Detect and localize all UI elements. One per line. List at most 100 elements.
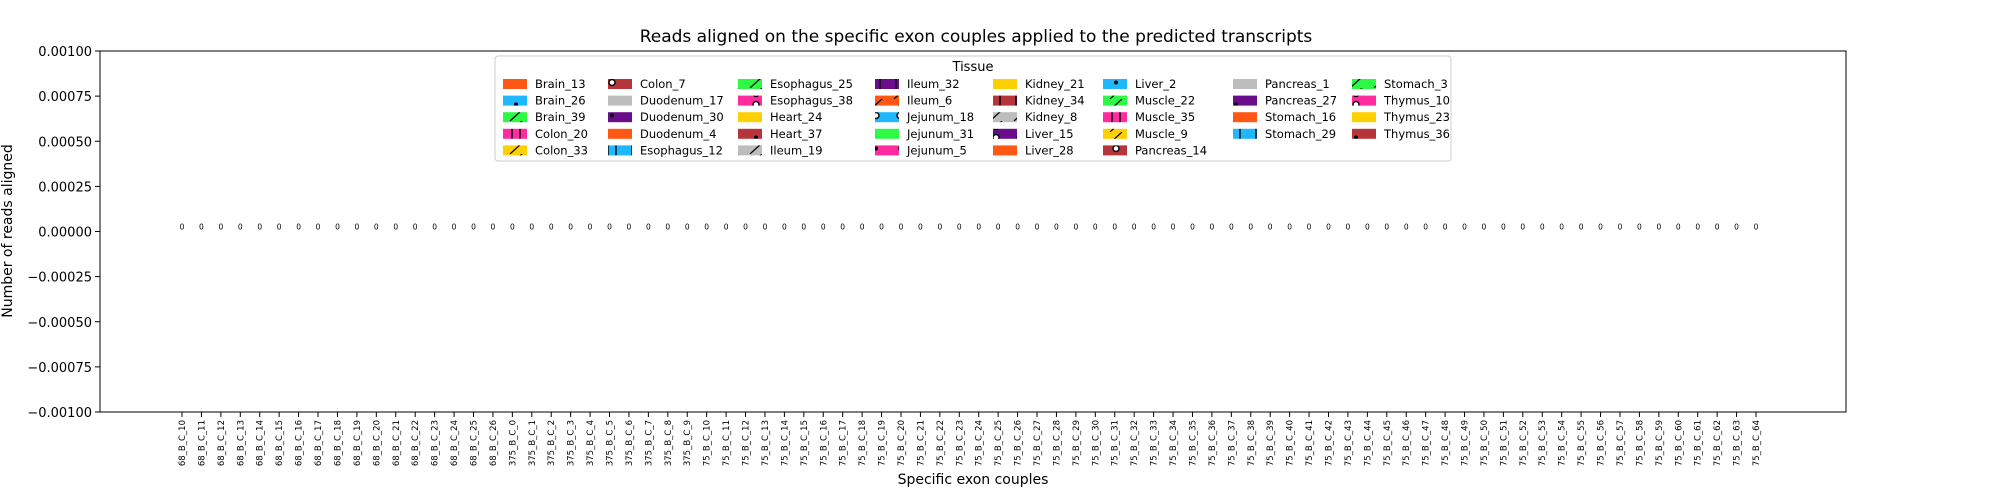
- x-tick-label: 75_B_C_31: [1111, 420, 1121, 466]
- bar-value-label: 0: [1656, 223, 1661, 232]
- legend-entry-label: Esophagus_12: [640, 143, 723, 157]
- bar-value-label: 0: [1559, 223, 1564, 232]
- legend-entry-label: Muscle_9: [1135, 127, 1188, 141]
- y-tick-label: −0.00100: [27, 406, 92, 421]
- x-tick-label: 75_B_C_11: [722, 420, 732, 466]
- bar-value-label: 0: [1287, 223, 1292, 232]
- legend-swatch: [875, 112, 899, 123]
- legend-title: Tissue: [952, 60, 994, 75]
- bar-value-label: 0: [529, 223, 534, 232]
- bar-value-label: 0: [1112, 223, 1117, 232]
- bar-value-label: 0: [1695, 223, 1700, 232]
- legend-entry-label: Kidney_21: [1025, 77, 1085, 91]
- legend-swatch: [1233, 79, 1257, 89]
- bar-value-label: 0: [1268, 223, 1273, 232]
- bar-value-label: 0: [1073, 223, 1078, 232]
- x-tick-label: 75_B_C_45: [1383, 420, 1393, 466]
- x-tick-label: 75_B_C_61: [1694, 420, 1704, 466]
- legend-frame: [494, 55, 1452, 162]
- bar-value-label: 0: [510, 223, 515, 232]
- legend-entry-label: Ileum_19: [770, 143, 823, 157]
- bar-value-label: 0: [1384, 223, 1389, 232]
- legend-entry-label: Esophagus_38: [770, 94, 853, 108]
- x-tick-label: 75_B_C_63: [1733, 420, 1743, 466]
- legend-swatch: [1233, 95, 1257, 106]
- y-tick-label: −0.00075: [27, 361, 92, 376]
- legend-entry-label: Kidney_8: [1025, 110, 1077, 124]
- legend-entry-label: Liver_15: [1025, 127, 1074, 141]
- x-tick-label: 68_B_C_22: [411, 420, 421, 466]
- legend-swatch: [738, 112, 762, 123]
- bar-value-label: 0: [937, 223, 942, 232]
- x-tick-label: 75_B_C_13: [761, 420, 771, 466]
- x-tick-label: 75_B_C_51: [1499, 420, 1509, 466]
- bar-value-label: 0: [316, 223, 321, 232]
- legend-entry-label: Jejunum_5: [906, 143, 967, 157]
- legend-swatch: [608, 79, 632, 89]
- x-tick-label: 75_B_C_52: [1519, 420, 1529, 466]
- legend-swatch: [503, 79, 527, 89]
- x-tick-label: 68_B_C_18: [333, 420, 343, 466]
- legend-entry-label: Thymus_36: [1383, 127, 1450, 141]
- x-tick-label: 75_B_C_62: [1713, 420, 1723, 466]
- bar-value-label: 0: [1210, 223, 1215, 232]
- legend-entry-label: Stomach_29: [1265, 127, 1336, 141]
- legend-entry-label: Liver_28: [1025, 143, 1074, 157]
- x-tick-label: 75_B_C_32: [1130, 420, 1140, 466]
- x-tick-label: 75_B_C_17: [839, 420, 849, 466]
- legend-entry-label: Brain_26: [535, 94, 586, 108]
- legend-entry-label: Jejunum_18: [906, 110, 974, 124]
- bar-value-label: 0: [1171, 223, 1176, 232]
- bar-value-label: 0: [413, 223, 418, 232]
- bar-value-label: 0: [588, 223, 593, 232]
- legend-swatch: [503, 95, 527, 106]
- legend-entry-label: Colon_33: [535, 143, 588, 157]
- legend-swatch: [608, 95, 632, 106]
- bar-value-label: 0: [1404, 223, 1409, 232]
- x-tick-label: 75_B_C_54: [1558, 420, 1568, 466]
- legend-swatch: [608, 145, 632, 156]
- legend: Tissue Brain_13 Brain_26 Brain_39 Colon_20 C…: [494, 55, 1452, 162]
- bar-value-label: 0: [627, 223, 632, 232]
- legend-entry-label: Kidney_34: [1025, 94, 1085, 108]
- bar-value-label: 0: [607, 223, 612, 232]
- bar-value-label: 0: [1734, 223, 1739, 232]
- x-tick-label: 68_B_C_25: [469, 420, 479, 466]
- legend-entry-label: Pancreas_1: [1265, 77, 1330, 91]
- bar-value-label: 0: [899, 223, 904, 232]
- legend-swatch: [875, 128, 899, 139]
- x-tick-label: 75_B_C_23: [955, 420, 965, 466]
- legend-entry-label: Brain_39: [535, 110, 586, 124]
- legend-swatch: [1352, 128, 1376, 139]
- legend-entry-label: Thymus_23: [1383, 110, 1450, 124]
- bar-value-label: 0: [1346, 223, 1351, 232]
- x-tick-label: 75_B_C_37: [1227, 420, 1237, 466]
- legend-swatch: [1233, 128, 1257, 139]
- legend-entry-label: Colon_20: [535, 127, 588, 141]
- legend-swatch: [1103, 79, 1127, 89]
- x-tick-label: 375_B_C_2: [547, 420, 557, 466]
- bar-value-label: 0: [860, 223, 865, 232]
- legend-entry-label: Duodenum_30: [640, 110, 724, 124]
- legend-swatch: [738, 128, 762, 139]
- bar-value-label: 0: [471, 223, 476, 232]
- legend-swatch: [875, 145, 899, 156]
- x-tick-label: 75_B_C_41: [1305, 420, 1315, 466]
- x-tick-label: 375_B_C_9: [683, 420, 693, 466]
- bar-value-label: 0: [1093, 223, 1098, 232]
- x-tick-label: 75_B_C_49: [1461, 420, 1471, 466]
- bar-value-label: 0: [1501, 223, 1506, 232]
- x-tick-label: 75_B_C_20: [897, 420, 907, 466]
- bar-value-label: 0: [568, 223, 573, 232]
- x-tick-label: 75_B_C_21: [916, 420, 926, 466]
- x-tick-label: 75_B_C_58: [1635, 420, 1645, 466]
- bar-value-label: 0: [180, 223, 185, 232]
- x-tick-label: 375_B_C_7: [644, 420, 654, 466]
- legend-entry-label: Duodenum_4: [640, 127, 716, 141]
- bar-value-label: 0: [1579, 223, 1584, 232]
- x-tick-label: 375_B_C_1: [528, 420, 538, 466]
- x-tick-label: 68_B_C_12: [217, 420, 227, 466]
- x-tick-label: 75_B_C_26: [1014, 420, 1024, 466]
- legend-entry-label: Liver_2: [1135, 77, 1176, 91]
- x-tick-label: 375_B_C_0: [508, 420, 518, 466]
